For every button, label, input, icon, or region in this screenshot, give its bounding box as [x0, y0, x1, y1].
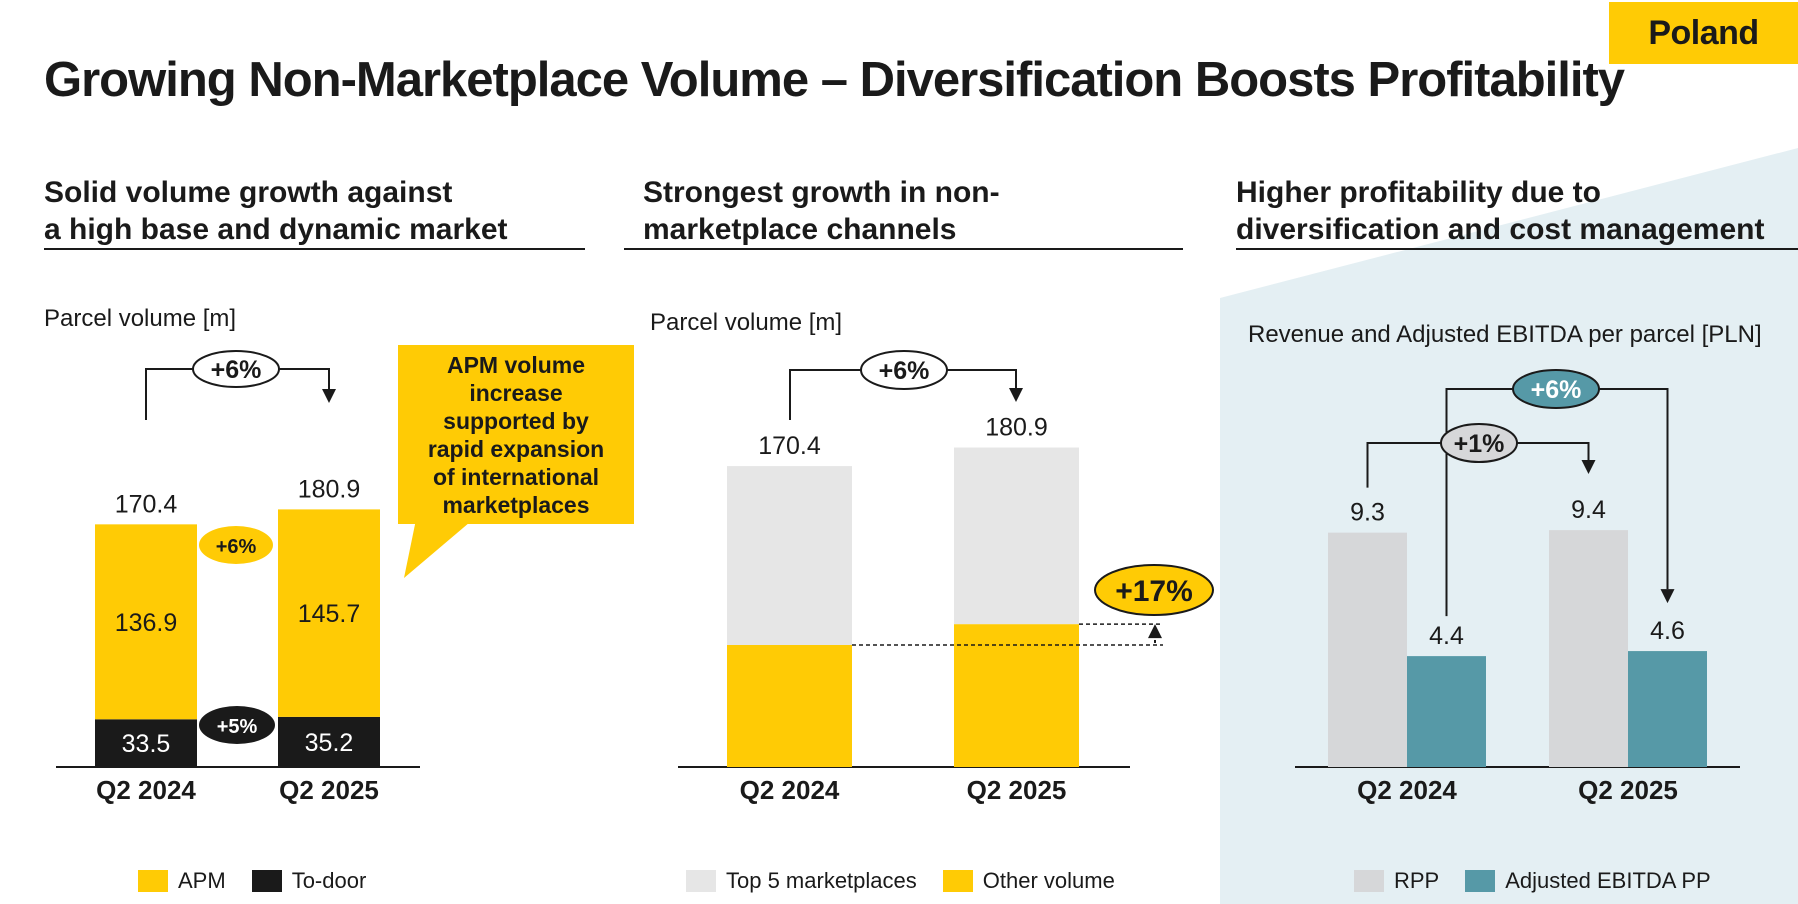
chart2-growth-arrowhead [1009, 388, 1023, 402]
chart2-bar-top5 [727, 466, 852, 645]
legend-swatch-to-door [251, 870, 282, 892]
chart1-to-door-growth-badge [199, 706, 275, 744]
chart3-rpp-arrowhead [1581, 460, 1596, 474]
chart1-growth-badge [192, 350, 280, 388]
callout-line: APM volume [446, 351, 586, 378]
chart1-label-apm: 136.9 [115, 609, 178, 637]
chart2-bar-top5 [954, 447, 1079, 625]
chart2-other-growth-badge [1094, 564, 1214, 616]
legend-swatch-rpp [1354, 870, 1384, 892]
legend-label: Top 5 marketplaces [726, 868, 917, 893]
chart1-to-door-growth-label: +5% [217, 716, 258, 738]
chart3-rpp-label: 9.3 [1350, 499, 1385, 527]
legend-item-ebitda: Adjusted EBITDA PP [1465, 868, 1711, 894]
chart1-category-label: Q2 2024 [96, 775, 196, 805]
page-title: Growing Non-Marketplace Volume – Diversi… [44, 53, 1625, 107]
callout-line: increase [469, 379, 563, 406]
chart1-apm-growth-label: +6% [216, 536, 257, 558]
chart2-category-label: Q2 2024 [740, 775, 840, 805]
chart3-ebitda-label: 4.4 [1429, 622, 1464, 650]
chart1-total-label: 170.4 [115, 490, 178, 518]
chart1-bar-apm [278, 509, 380, 717]
legend-label: RPP [1394, 868, 1440, 893]
legend-label: Other volume [982, 868, 1115, 893]
chart3-ebitda-arrowhead [1660, 589, 1675, 604]
section-underline-channels [624, 248, 1183, 250]
chart3-bar-ebitda [1628, 651, 1707, 767]
legend-swatch-apm [138, 870, 168, 892]
chart1-total-label: 180.9 [298, 475, 361, 503]
chart1-label-to-door: 33.5 [122, 730, 171, 758]
chart3-bar-rpp [1328, 532, 1407, 767]
legend-swatch-top5 [686, 870, 716, 892]
chart2-legend: Top 5 marketplaces Other volume [686, 868, 1141, 894]
chart2-total-label: 180.9 [985, 414, 1048, 442]
chart3-rpp-label: 9.4 [1571, 496, 1606, 524]
legend-item-to-door: To-door [251, 868, 367, 894]
section-underline-volume [44, 248, 585, 250]
section-heading-channels-line2: marketplace channels [643, 213, 957, 246]
legend-label: Adjusted EBITDA PP [1505, 868, 1711, 893]
legend-item-other: Other volume [942, 868, 1115, 894]
chart1-category-label: Q2 2025 [279, 775, 379, 805]
callout-line: supported by [443, 407, 589, 434]
chart3-ebitda-growth-badge [1512, 369, 1600, 409]
chart3-rpp-growth-label: +1% [1454, 430, 1505, 458]
legend-item-top5: Top 5 marketplaces [686, 868, 917, 894]
chart1-bar-to-door [95, 719, 197, 767]
chart3-bar-ebitda [1407, 656, 1486, 767]
section-heading-profitability-line2: diversification and cost management [1236, 213, 1765, 246]
chart3-bar-rpp [1549, 530, 1628, 767]
chart3-legend: RPP Adjusted EBITDA PP [1354, 868, 1737, 894]
legend-item-apm: APM [138, 868, 226, 894]
section-heading-profitability-line1: Higher profitability due to [1236, 176, 1601, 209]
section-heading-volume-line1: Solid volume growth against [44, 176, 453, 209]
chart1-growth-label: +6% [211, 356, 262, 384]
chart3-rpp-growth-badge [1440, 423, 1518, 463]
apm-callout: APM volume increase supported by rapid e… [398, 345, 634, 524]
country-badge: Poland [1609, 2, 1798, 64]
callout-line: of international [432, 463, 600, 490]
chart2-category-label: Q2 2025 [967, 775, 1067, 805]
chart2-diff-arrowhead [1148, 624, 1162, 639]
chart3-category-label: Q2 2025 [1578, 775, 1678, 805]
chart2-ylabel: Parcel volume [m] [650, 309, 843, 336]
legend-item-rpp: RPP [1354, 868, 1439, 894]
chart1-apm-growth-badge [199, 526, 273, 564]
section-heading-volume-line2: a high base and dynamic market [44, 213, 508, 246]
chart2-other-growth-label: +17% [1115, 575, 1193, 608]
chart2-bar-other-volume [954, 624, 1079, 767]
section-heading-profitability: Higher profitability due to diversificat… [1236, 174, 1764, 248]
chart3-ylabel: Revenue and Adjusted EBITDA per parcel [… [1248, 321, 1762, 348]
chart2-bar-other-volume [727, 644, 852, 767]
chart1-ylabel: Parcel volume [m] [44, 305, 237, 332]
chart1-bar-apm [95, 524, 197, 720]
section-heading-volume: Solid volume growth against a high base … [44, 174, 508, 248]
section-heading-channels: Strongest growth in non- marketplace cha… [643, 174, 1000, 248]
callout-line: rapid expansion [427, 435, 605, 462]
section-heading-channels-line1: Strongest growth in non- [643, 176, 1000, 209]
chart1-bar-to-door [278, 716, 380, 767]
chart1-label-to-door: 35.2 [305, 729, 354, 757]
chart2-growth-label: +6% [879, 357, 930, 385]
chart1-legend: APM To-door [138, 868, 392, 894]
chart3-category-label: Q2 2024 [1357, 775, 1457, 805]
legend-swatch-other [942, 870, 973, 892]
chart2-growth-badge [860, 350, 948, 390]
chart1-growth-arrowhead [322, 389, 336, 403]
chart3-ebitda-label: 4.6 [1650, 617, 1685, 645]
callout-line: marketplaces [442, 491, 590, 518]
legend-label: APM [178, 868, 226, 893]
chart2-total-label: 170.4 [758, 432, 821, 460]
chart1-label-apm: 145.7 [298, 600, 361, 628]
legend-label: To-door [291, 868, 367, 893]
legend-swatch-ebitda [1465, 870, 1496, 892]
section-underline-profitability [1236, 248, 1798, 250]
chart3-ebitda-growth-label: +6% [1531, 376, 1582, 404]
